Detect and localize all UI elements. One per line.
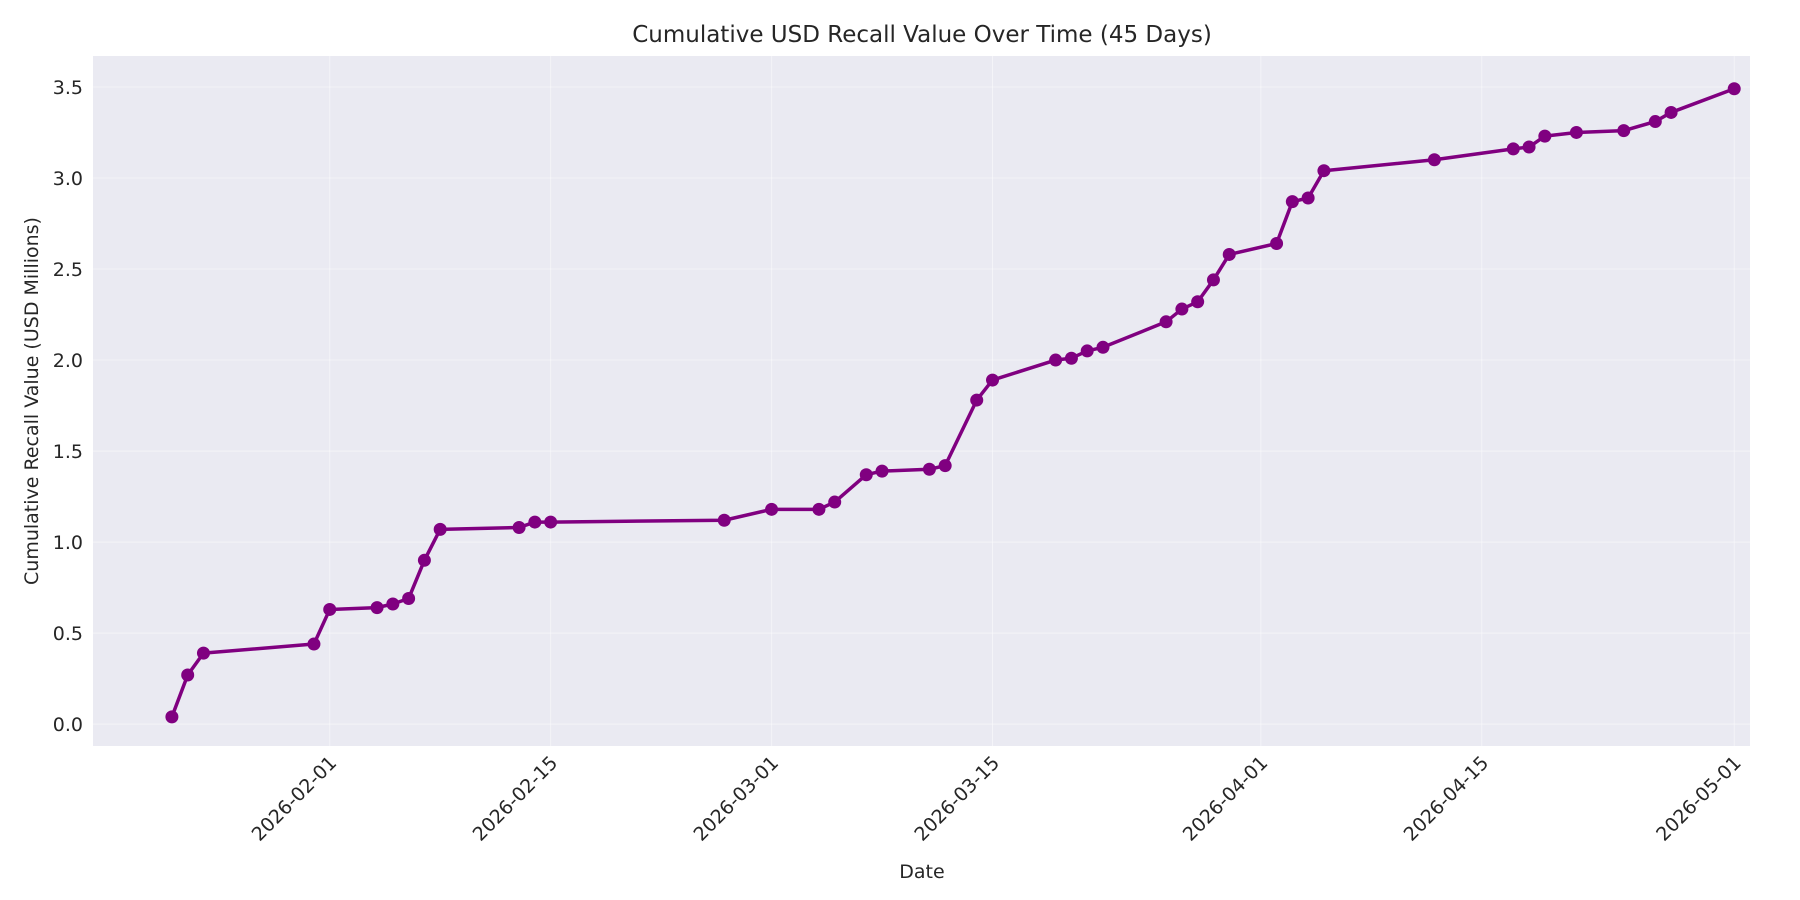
chart-title: Cumulative USD Recall Value Over Time (4… xyxy=(632,22,1212,48)
data-point xyxy=(528,515,542,529)
data-point xyxy=(1648,115,1662,129)
x-tick-label: 2026-04-01 xyxy=(1179,752,1273,846)
data-point xyxy=(922,462,936,476)
data-point xyxy=(1175,302,1189,316)
data-point xyxy=(1617,124,1631,138)
data-point xyxy=(1427,153,1441,167)
y-tick-label: 0.5 xyxy=(53,623,83,645)
data-point xyxy=(765,502,779,516)
x-axis-label: Date xyxy=(899,861,944,883)
data-point xyxy=(1538,129,1552,143)
data-point xyxy=(1317,164,1331,178)
data-point xyxy=(1270,237,1284,251)
data-point xyxy=(323,602,337,616)
x-tick-label: 2026-03-01 xyxy=(689,752,783,846)
y-tick-label: 0.0 xyxy=(53,714,83,736)
data-point xyxy=(1080,344,1094,358)
plot-area xyxy=(93,56,1750,746)
data-point xyxy=(1285,195,1299,209)
data-point xyxy=(307,637,321,651)
data-point xyxy=(717,513,731,527)
data-point xyxy=(1301,191,1315,205)
data-point xyxy=(875,464,889,478)
data-point xyxy=(1506,142,1520,156)
data-point xyxy=(1206,273,1220,287)
data-point xyxy=(1664,105,1678,119)
x-tick-label: 2026-03-15 xyxy=(910,752,1004,846)
data-point xyxy=(1064,351,1078,365)
data-point xyxy=(1096,340,1110,354)
data-point xyxy=(986,373,1000,387)
data-point xyxy=(970,393,984,407)
data-point xyxy=(181,668,195,682)
x-tick-label: 2026-04-15 xyxy=(1400,752,1494,846)
x-tick-label: 2026-02-01 xyxy=(248,752,342,846)
data-point xyxy=(828,495,842,509)
y-tick-label: 2.5 xyxy=(53,259,83,281)
x-tick-label: 2026-05-01 xyxy=(1652,752,1746,846)
x-tick-labels: 2026-02-01 2026-02-15 2026-03-01 2026-03-15… xyxy=(248,752,1746,846)
data-point xyxy=(1049,353,1063,367)
data-point xyxy=(812,502,826,516)
data-point xyxy=(859,468,873,482)
data-point xyxy=(1191,295,1205,309)
y-tick-label: 1.0 xyxy=(53,532,83,554)
data-point xyxy=(417,553,431,567)
data-point xyxy=(1522,140,1536,154)
y-tick-label: 3.0 xyxy=(53,168,83,190)
y-tick-label: 3.5 xyxy=(53,77,83,99)
data-point xyxy=(165,710,179,724)
data-point xyxy=(512,521,526,535)
x-tick-label: 2026-02-15 xyxy=(469,752,563,846)
data-point xyxy=(433,522,447,536)
data-point xyxy=(196,646,210,660)
y-tick-label: 2.0 xyxy=(53,350,83,372)
data-point xyxy=(370,601,384,615)
data-point xyxy=(1569,125,1583,139)
data-point xyxy=(1159,315,1173,329)
y-axis-label: Cumulative Recall Value (USD Millions) xyxy=(21,217,43,585)
data-point xyxy=(1222,247,1236,261)
data-point xyxy=(938,459,952,473)
y-tick-label: 1.5 xyxy=(53,441,83,463)
series-group xyxy=(165,82,1741,724)
data-point xyxy=(386,597,400,611)
data-point xyxy=(402,592,416,606)
data-point xyxy=(544,515,558,529)
data-point xyxy=(1727,82,1741,96)
grid-lines xyxy=(93,56,1750,746)
y-tick-labels: 0.0 0.5 1.0 1.5 2.0 2.5 3.0 3.5 xyxy=(53,77,83,736)
